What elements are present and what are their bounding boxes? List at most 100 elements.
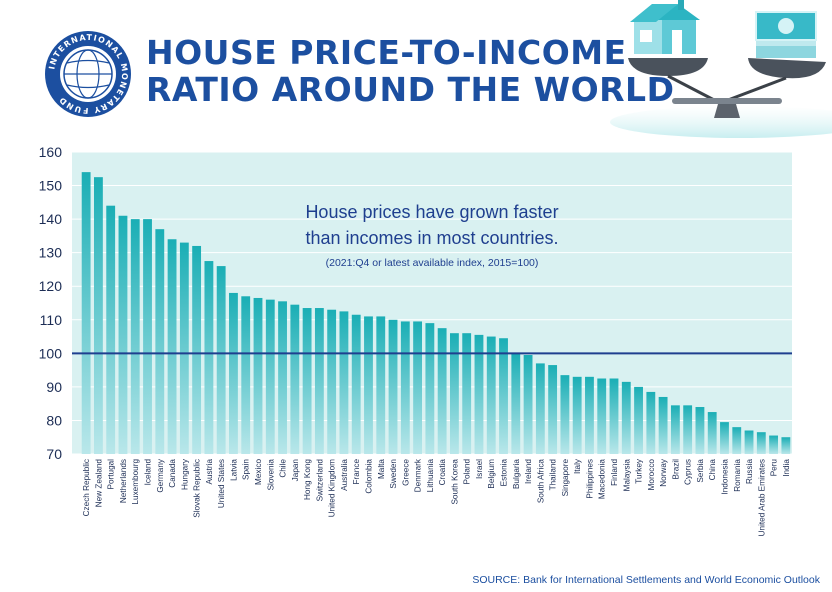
bar <box>572 376 582 454</box>
x-tick-label: United Arab Emirates <box>757 459 766 536</box>
bar <box>253 297 263 454</box>
x-tick-label: Philippines <box>585 459 594 499</box>
bar <box>229 292 238 454</box>
bar <box>167 239 177 454</box>
y-tick-label: 110 <box>40 312 63 328</box>
bar <box>769 435 779 454</box>
source-note: SOURCE: Bank for International Settlemen… <box>472 574 820 586</box>
bar <box>707 412 717 454</box>
bar <box>130 219 140 454</box>
x-tick-label: Czech Republic <box>82 459 91 516</box>
source-text: Bank for International Settlements and W… <box>523 574 820 586</box>
bar <box>634 386 643 454</box>
x-tick-label: France <box>352 459 361 485</box>
y-tick-label: 120 <box>39 278 63 294</box>
balance-scale-icon <box>628 58 826 118</box>
x-tick-label: Ireland <box>524 459 533 484</box>
x-tick-label: Greece <box>401 459 410 486</box>
bar <box>720 422 729 454</box>
bar <box>179 242 189 454</box>
x-tick-label: Israel <box>475 459 484 479</box>
bar <box>118 215 128 454</box>
x-tick-label: Sweden <box>389 459 398 489</box>
x-tick-label: Romania <box>733 459 742 492</box>
bar <box>290 304 300 454</box>
x-tick-label: Denmark <box>414 458 423 492</box>
x-tick-label: Lithuania <box>426 459 435 493</box>
bar <box>597 378 607 454</box>
x-tick-label: Singapore <box>561 459 570 497</box>
bar <box>535 363 545 454</box>
bar <box>81 172 91 454</box>
x-tick-label: Netherlands <box>119 459 128 503</box>
y-tick-label: 70 <box>46 446 62 462</box>
x-tick-label: United States <box>217 459 226 508</box>
y-tick-label: 100 <box>39 345 63 361</box>
x-tick-label: Estonia <box>500 459 509 487</box>
x-tick-label: Austria <box>205 459 214 485</box>
x-tick-label: Germany <box>156 458 165 493</box>
x-tick-label: Malaysia <box>622 459 631 492</box>
bar <box>327 309 337 454</box>
x-tick-label: Indonesia <box>720 459 729 495</box>
source-label: SOURCE: <box>472 574 521 586</box>
bar <box>376 316 386 454</box>
bar <box>499 338 508 454</box>
bar <box>781 437 791 454</box>
bar <box>364 316 373 454</box>
x-tick-label: Portugal <box>107 459 116 490</box>
bar <box>93 177 103 454</box>
x-tick-label: Belgium <box>487 459 496 489</box>
x-tick-label: South Korea <box>450 459 459 505</box>
x-tick-label: Macedonia <box>598 459 607 500</box>
bar <box>449 333 459 454</box>
house-and-money-scale-illustration <box>610 0 832 138</box>
page-title: HOUSE PRICE-TO-INCOME RATIO AROUND THE WO… <box>146 34 674 108</box>
bar <box>683 405 693 454</box>
y-tick-label: 150 <box>39 178 63 194</box>
bar <box>278 301 287 454</box>
x-axis-labels: Czech Republic New Zealand Portugal Netherl… <box>82 458 791 536</box>
bar <box>548 365 558 454</box>
y-tick-label: 140 <box>39 211 63 227</box>
bar <box>621 381 631 454</box>
x-tick-label: Japan <box>291 459 300 482</box>
x-tick-label: Italy <box>573 458 582 474</box>
bar <box>106 205 116 454</box>
annotation-line-2: than incomes in most countries. <box>305 228 558 248</box>
bar <box>609 378 619 454</box>
x-tick-label: Croatia <box>438 459 447 486</box>
annotation-line-1: House prices have grown faster <box>305 202 558 222</box>
x-tick-label: Finland <box>610 459 619 486</box>
bar <box>155 229 165 454</box>
x-tick-label: Colombia <box>364 459 373 494</box>
bar <box>560 375 570 454</box>
x-tick-label: Hong Kong <box>303 459 312 500</box>
title-line-2: RATIO AROUND THE WORLD <box>146 70 675 109</box>
y-tick-label: 90 <box>46 379 62 395</box>
x-tick-label: Latvia <box>229 459 238 481</box>
bar <box>486 336 496 454</box>
bar <box>646 391 656 454</box>
x-tick-label: China <box>708 459 717 481</box>
x-tick-label: Peru <box>770 459 779 477</box>
x-tick-label: Slovak Republic <box>193 459 202 518</box>
x-tick-label: Bulgaria <box>512 459 521 489</box>
x-tick-label: Serbia <box>696 459 705 483</box>
bar <box>744 430 754 454</box>
bar <box>523 355 533 454</box>
x-tick-label: Hungary <box>180 458 189 490</box>
title-line-1: HOUSE PRICE-TO-INCOME <box>146 33 627 72</box>
x-tick-label: Morocco <box>647 459 656 491</box>
bar <box>192 245 202 454</box>
y-tick-label: 160 <box>39 144 63 160</box>
bar <box>511 353 521 454</box>
x-tick-label: Iceland <box>144 459 153 486</box>
bar <box>670 405 680 454</box>
x-tick-label: Spain <box>242 459 251 480</box>
x-tick-label: South Africa <box>536 459 545 504</box>
bar <box>388 319 398 454</box>
money-stack-icon <box>755 11 817 58</box>
bar <box>216 266 226 454</box>
bar <box>658 396 668 454</box>
